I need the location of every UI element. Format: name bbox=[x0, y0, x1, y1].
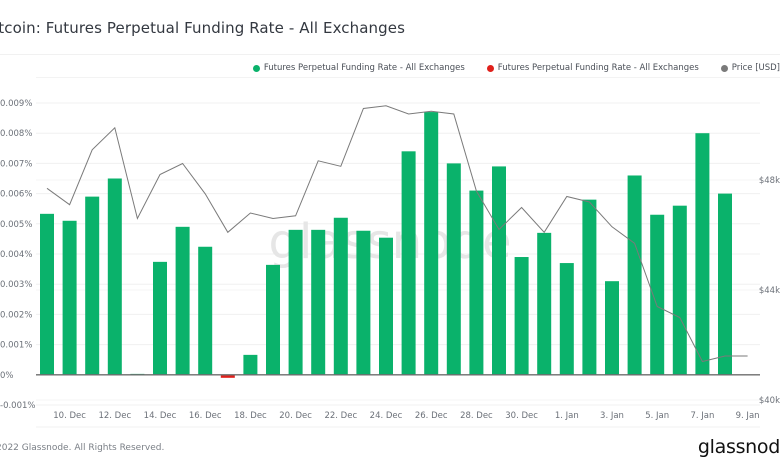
bar bbox=[288, 229, 303, 375]
price-line bbox=[46, 105, 748, 363]
x-tick-label: 10. Dec bbox=[53, 411, 86, 421]
bar-series bbox=[40, 112, 732, 378]
bar bbox=[718, 193, 732, 375]
legend-label: Futures Perpetual Funding Rate - All Exc… bbox=[497, 63, 699, 73]
bar-negative bbox=[220, 374, 235, 378]
y2-tick-label: $48k bbox=[759, 176, 780, 186]
legend-dot-green-icon bbox=[252, 64, 260, 72]
price-series bbox=[46, 105, 748, 363]
bar bbox=[559, 263, 574, 375]
x-tick-label: 22. Dec bbox=[324, 411, 357, 421]
bar bbox=[582, 199, 597, 375]
legend-item-funding-positive[interactable]: Futures Perpetual Funding Rate - All Exc… bbox=[252, 63, 465, 73]
x-axis: 10. Dec 12. Dec 14. Dec 16. Dec 18. Dec 20. D… bbox=[36, 411, 760, 428]
y-tick-label: 0.007% bbox=[0, 159, 32, 169]
y2-tick-label: $44k bbox=[759, 286, 780, 296]
bar bbox=[446, 163, 461, 375]
bar bbox=[605, 281, 619, 375]
legend-dot-gray-icon bbox=[720, 64, 728, 72]
legend-divider bbox=[36, 77, 780, 78]
legend-item-price[interactable]: Price [USD] bbox=[720, 63, 780, 73]
title-divider bbox=[0, 54, 780, 55]
bar bbox=[379, 237, 393, 375]
chart-legend: Futures Perpetual Funding Rate - All Exc… bbox=[252, 63, 780, 73]
x-tick-label: 16. Dec bbox=[189, 411, 222, 421]
bar bbox=[492, 166, 506, 375]
bar bbox=[85, 196, 100, 375]
x-tick-label: 7. Jan bbox=[690, 411, 714, 421]
x-tick-label: 26. Dec bbox=[415, 411, 448, 421]
y2-tick-label: $40k bbox=[759, 396, 780, 406]
legend-dot-red-icon bbox=[486, 64, 494, 72]
y-tick-label: 0.001% bbox=[0, 341, 32, 351]
bar bbox=[311, 229, 326, 375]
y-axis-left: -0.001% 0% 0.001% 0.002% 0.003% 0.004% 0.005% 0… bbox=[0, 99, 35, 411]
y-tick-label: 0.008% bbox=[0, 129, 32, 139]
chart-title: itcoin: Futures Perpetual Funding Rate -… bbox=[0, 19, 406, 37]
x-tick-label: 9. Jan bbox=[736, 411, 760, 421]
bar bbox=[356, 230, 371, 375]
bar bbox=[469, 190, 484, 375]
bar bbox=[266, 264, 280, 375]
x-tick-label: 20. Dec bbox=[279, 411, 312, 421]
legend-label: Futures Perpetual Funding Rate - All Exc… bbox=[263, 63, 465, 73]
legend-item-funding-negative[interactable]: Futures Perpetual Funding Rate - All Exc… bbox=[486, 63, 699, 73]
y-tick-label: -0.001% bbox=[0, 401, 35, 411]
y-axis-right: $40k $44k $48k bbox=[759, 176, 780, 406]
bar bbox=[243, 354, 258, 375]
bar bbox=[672, 205, 687, 375]
bar bbox=[401, 151, 416, 375]
y-tick-label: 0.005% bbox=[0, 220, 32, 230]
glassnode-logo[interactable]: glassnod bbox=[697, 436, 780, 458]
x-tick-label: 12. Dec bbox=[98, 411, 131, 421]
x-tick-label: 1. Jan bbox=[555, 411, 579, 421]
x-tick-label: 14. Dec bbox=[144, 411, 177, 421]
bar bbox=[627, 175, 642, 375]
bar bbox=[107, 178, 122, 375]
y-tick-label: 0.009% bbox=[0, 99, 32, 109]
bar bbox=[62, 220, 77, 375]
bar bbox=[514, 257, 529, 375]
x-tick-label: 3. Jan bbox=[600, 411, 624, 421]
bar bbox=[650, 214, 665, 375]
x-tick-label: 5. Jan bbox=[645, 411, 669, 421]
bar bbox=[537, 232, 552, 375]
copyright-text: 2022 Glassnode. All Rights Reserved. bbox=[0, 443, 165, 453]
bar bbox=[40, 213, 54, 375]
bar bbox=[333, 217, 348, 375]
y-tick-label: 0.003% bbox=[0, 280, 32, 290]
x-tick-label: 18. Dec bbox=[234, 411, 267, 421]
legend-label: Price [USD] bbox=[731, 63, 780, 73]
y-tick-label: 0.004% bbox=[0, 250, 32, 260]
y-tick-label: 0.006% bbox=[0, 190, 32, 200]
y-tick-label: 0.002% bbox=[0, 310, 32, 320]
bar bbox=[153, 261, 167, 375]
x-tick-label: 24. Dec bbox=[370, 411, 403, 421]
bar bbox=[198, 246, 213, 375]
bar bbox=[695, 133, 710, 375]
y-tick-label: 0% bbox=[0, 371, 14, 381]
x-tick-label: 28. Dec bbox=[460, 411, 493, 421]
bar bbox=[424, 112, 439, 375]
x-tick-label: 30. Dec bbox=[505, 411, 538, 421]
bar bbox=[175, 226, 190, 375]
